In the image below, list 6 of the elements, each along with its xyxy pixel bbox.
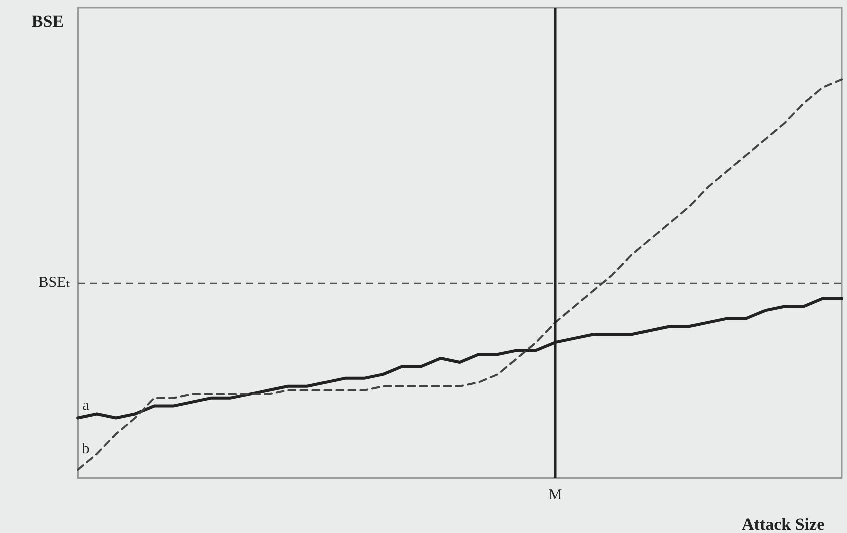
series-label: a — [82, 398, 90, 414]
y-axis-title: BSE — [32, 12, 64, 31]
x-axis-title: Attack Size — [742, 515, 826, 533]
text: M — [548, 488, 562, 504]
series-label: b — [82, 442, 90, 458]
ref-line-label: BSEₜ — [38, 274, 70, 291]
